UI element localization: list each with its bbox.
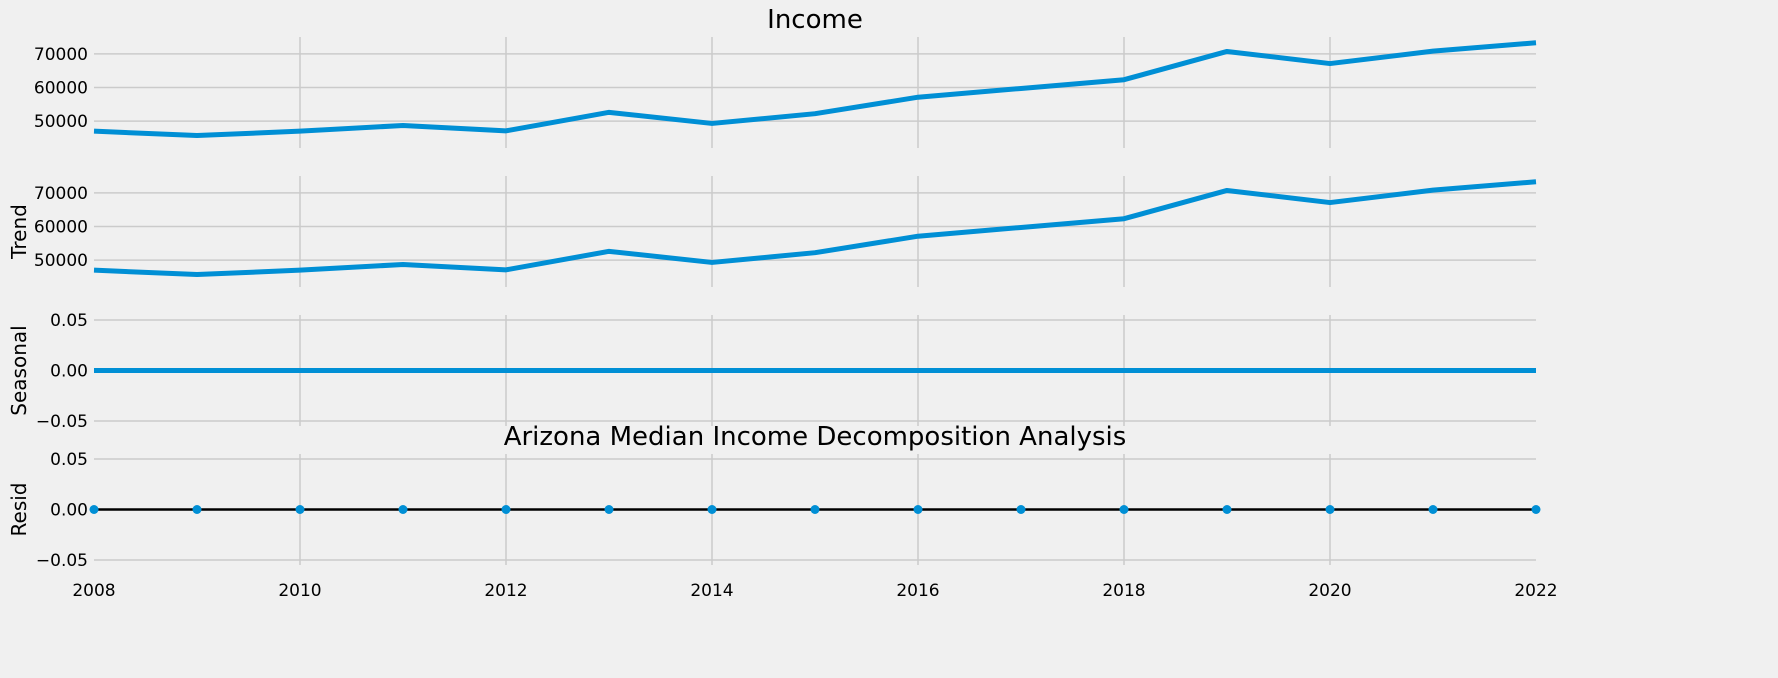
resid-point	[810, 505, 820, 514]
resid-point	[398, 505, 408, 514]
panel-title: Income	[767, 5, 863, 35]
x-tick-label: 2012	[484, 581, 527, 601]
y-tick-label: −0.05	[36, 412, 88, 432]
y-axis-label: Seasonal	[7, 325, 31, 415]
resid-point	[1016, 505, 1026, 514]
y-tick-label: 0.00	[50, 362, 88, 382]
panel-1: 50000 60000 70000 Income	[34, 5, 1537, 148]
y-tick-label: 50000	[34, 251, 88, 271]
resid-point	[1325, 505, 1335, 514]
resid-point	[1531, 505, 1541, 514]
series-line	[93, 40, 1537, 139]
y-tick-label: 60000	[34, 217, 88, 237]
x-tick-label: 2016	[896, 581, 939, 601]
resid-point	[1222, 505, 1232, 514]
y-tick-label: −0.05	[36, 551, 88, 571]
resid-point	[501, 505, 511, 514]
y-tick-label: 70000	[34, 45, 88, 65]
x-tick-label: 2020	[1308, 581, 1351, 601]
resid-point	[89, 505, 99, 514]
panel-4: −0.05 0.00 0.05 2008 2010 2012 2014 2016 2018 202…	[7, 422, 1558, 601]
x-tick-label: 2008	[72, 581, 115, 601]
x-tick-label: 2022	[1514, 581, 1557, 601]
resid-point	[1119, 505, 1129, 514]
panel-title: Arizona Median Income Decomposition Anal…	[504, 422, 1127, 452]
y-tick-label: 0.05	[50, 450, 88, 470]
y-tick-label: 0.05	[50, 311, 88, 331]
resid-point	[1428, 505, 1438, 514]
y-axis-label: Resid	[7, 483, 31, 537]
panels-group: 500006000070000Income500006000070000Tren…	[7, 5, 1558, 601]
y-tick-label: 0.00	[50, 501, 88, 521]
y-axis-label: Trend	[7, 204, 31, 260]
resid-point	[295, 505, 305, 514]
y-tick-label: 50000	[34, 112, 88, 132]
x-tick-label: 2018	[1102, 581, 1145, 601]
panel-3: −0.05 0.00 0.05 Seasonal	[7, 311, 1536, 432]
series-line	[93, 179, 1537, 278]
resid-point	[604, 505, 614, 514]
x-tick-label: 2014	[690, 581, 733, 601]
resid-point	[707, 505, 717, 514]
y-tick-label: 70000	[34, 184, 88, 204]
x-tick-label: 2010	[278, 581, 321, 601]
resid-point	[192, 505, 202, 514]
resid-point	[913, 505, 923, 514]
y-tick-label: 60000	[34, 78, 88, 98]
